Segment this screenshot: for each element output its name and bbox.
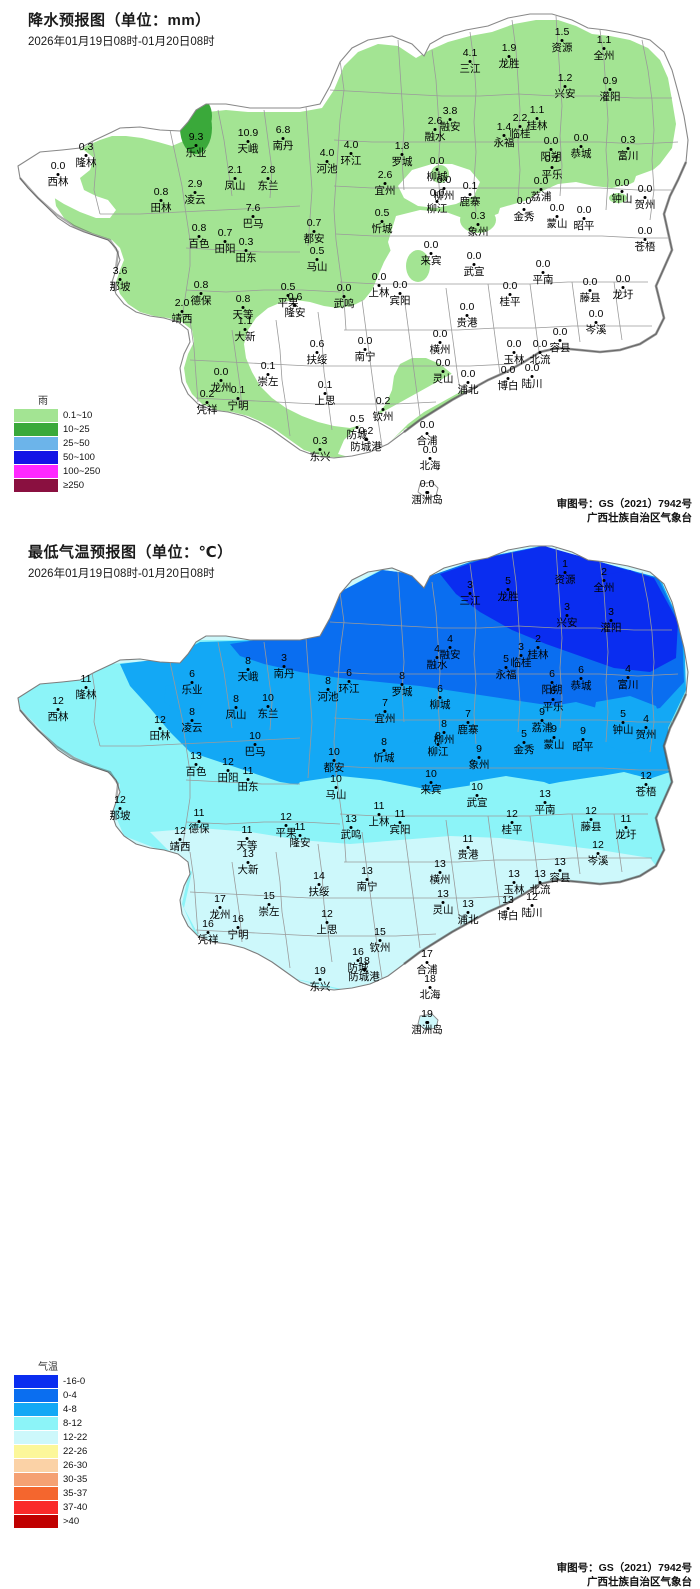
precipitation-legend-row: 10~25 <box>14 422 100 436</box>
precipitation-legend-label: ≥250 <box>63 479 85 491</box>
temperature-legend-label: 8-12 <box>63 1417 83 1429</box>
temperature-legend-swatch <box>14 1416 58 1430</box>
precipitation-legend-swatch <box>14 464 58 478</box>
temperature-legend-swatch <box>14 1388 58 1402</box>
temperature-title: 最低气温预报图（单位：℃） <box>28 544 233 561</box>
temperature-legend-swatch <box>14 1402 58 1416</box>
temperature-legend-row: 22-26 <box>14 1444 87 1458</box>
precipitation-map <box>0 0 700 532</box>
precipitation-legend-row: 50~100 <box>14 450 100 464</box>
temperature-legend-label: 12-22 <box>63 1431 88 1443</box>
precipitation-panel: 降水预报图（单位：mm） 2026年01月19日08时-01月20日08时 <box>0 0 700 532</box>
precipitation-legend-swatch <box>14 408 58 422</box>
legend-title: 雨 <box>38 396 48 407</box>
precipitation-legend-row: 100~250 <box>14 464 100 478</box>
temperature-legend: 气温 -16-0 0-4 4-8 8-12 12-22 22-26 26-30 30-35 35… <box>14 1358 87 1528</box>
precipitation-legend-row: ≥250 <box>14 478 100 492</box>
precipitation-legend-swatch <box>14 436 58 450</box>
temperature-legend-row: 12-22 <box>14 1430 87 1444</box>
temperature-legend-row: -16-0 <box>14 1374 87 1388</box>
temperature-legend-swatch <box>14 1444 58 1458</box>
temperature-subtitle: 2026年01月19日08时-01月20日08时 <box>28 568 215 580</box>
credit-line-2: 广西壮族自治区气象台 <box>587 512 692 525</box>
temperature-legend-swatch <box>14 1472 58 1486</box>
temperature-legend-swatch <box>14 1374 58 1388</box>
temperature-legend-row: 30-35 <box>14 1472 87 1486</box>
temperature-legend-swatch <box>14 1486 58 1500</box>
precipitation-legend-label: 10~25 <box>63 423 90 435</box>
temperature-legend-row: 37-40 <box>14 1500 87 1514</box>
precipitation-legend-swatch <box>14 450 58 464</box>
temperature-legend-label: 26-30 <box>63 1459 88 1471</box>
temperature-legend-label: 22-26 <box>63 1445 88 1457</box>
temperature-legend-swatch <box>14 1430 58 1444</box>
precipitation-legend-swatch <box>14 478 58 492</box>
precipitation-legend-label: 25~50 <box>63 437 90 449</box>
credit-line-1: 审图号：GS（2021）7942号 <box>556 1562 692 1574</box>
temperature-legend-label: -16-0 <box>63 1375 86 1387</box>
temperature-legend-label: 4-8 <box>63 1403 77 1415</box>
precipitation-credit: 审图号：GS（2021）7942号 广西壮族自治区气象台 <box>557 497 692 525</box>
temperature-credit: 审图号：GS（2021）7942号 广西壮族自治区气象台 <box>557 1561 692 1589</box>
temperature-legend-swatch <box>14 1500 58 1514</box>
precipitation-legend-row: 25~50 <box>14 436 100 450</box>
temperature-legend-row: 8-12 <box>14 1416 87 1430</box>
precipitation-legend-row: 0.1~10 <box>14 408 100 422</box>
temperature-legend-label: 0-4 <box>63 1389 77 1401</box>
precipitation-subtitle: 2026年01月19日08时-01月20日08时 <box>28 36 215 48</box>
temperature-legend-label: 35-37 <box>63 1487 88 1499</box>
temperature-legend-label: >40 <box>63 1515 80 1527</box>
precipitation-legend-swatch <box>14 422 58 436</box>
precipitation-legend-label: 100~250 <box>63 465 101 477</box>
temperature-legend-swatch <box>14 1514 58 1528</box>
legend-title: 气温 <box>38 1362 58 1373</box>
precipitation-legend-label: 50~100 <box>63 451 95 463</box>
credit-line-2: 广西壮族自治区气象台 <box>587 1576 692 1589</box>
temperature-panel: 最低气温预报图（单位：℃） 2026年01月19日08时-01月20日08时 <box>0 532 700 1588</box>
temperature-legend-row: 26-30 <box>14 1458 87 1472</box>
precipitation-legend: 雨 0.1~10 10~25 25~50 50~100 100~250 ≥250 <box>14 392 100 492</box>
precipitation-title: 降水预报图（单位：mm） <box>28 12 211 29</box>
precipitation-legend-label: 0.1~10 <box>63 409 93 421</box>
temperature-legend-row: >40 <box>14 1514 87 1528</box>
temperature-map <box>0 532 700 1064</box>
temperature-legend-label: 30-35 <box>63 1473 88 1485</box>
temperature-legend-row: 4-8 <box>14 1402 87 1416</box>
temperature-legend-row: 0-4 <box>14 1388 87 1402</box>
temperature-legend-label: 37-40 <box>63 1501 88 1513</box>
temperature-legend-row: 35-37 <box>14 1486 87 1500</box>
temperature-legend-swatch <box>14 1458 58 1472</box>
credit-line-1: 审图号：GS（2021）7942号 <box>556 498 692 510</box>
